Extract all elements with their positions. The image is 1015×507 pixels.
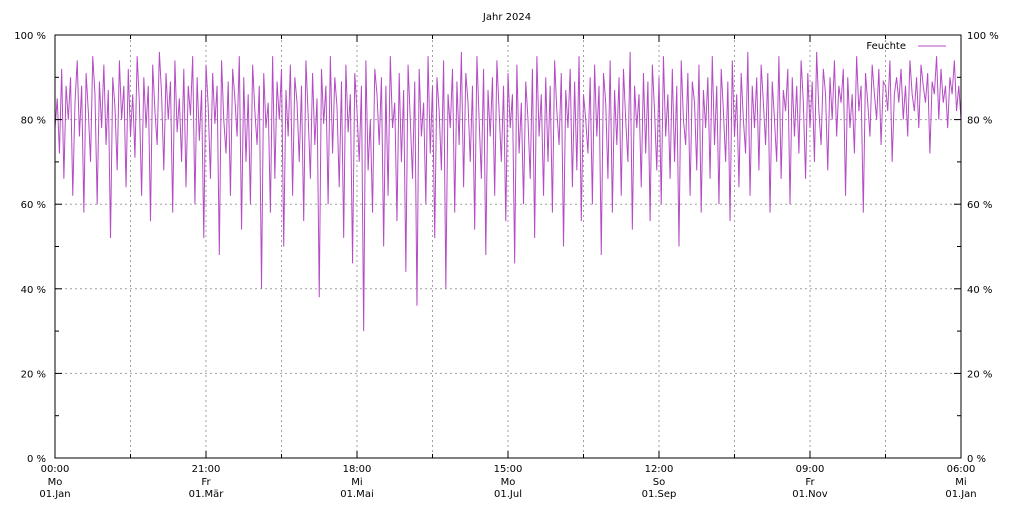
y-tick-label: 0 % (27, 454, 46, 465)
x-tick-label-date: 01.Jan (945, 489, 976, 500)
y-tick-labels-right: 0 % 20 % 40 % 60 % 80 % 100 % (967, 31, 999, 465)
x-tick-labels: 00:00Mo01.Jan21:00Fr01.Mär18:00Mi01.Mai1… (39, 464, 976, 500)
x-tick-label-date: 01.Mär (189, 489, 225, 500)
x-tick-label-time: 09:00 (796, 464, 825, 475)
y-tick-label: 100 % (14, 31, 46, 42)
x-tick-label-weekday: Mi (351, 477, 362, 488)
y-tick-labels-left: 0 % 20 % 40 % 60 % 80 % 100 % (14, 31, 46, 465)
legend-label-feuchte: Feuchte (866, 41, 906, 52)
x-tick-label-weekday: Mi (955, 477, 966, 488)
x-tick-label-time: 12:00 (645, 464, 674, 475)
y-tick-label: 20 % (21, 369, 46, 380)
x-tick-label-weekday: Mo (48, 477, 63, 488)
x-tick-label-date: 01.Sep (642, 489, 677, 500)
x-tick-label-weekday: So (653, 477, 665, 488)
y-tick-label: 80 % (21, 116, 46, 127)
x-tick-label-date: 01.Nov (792, 489, 828, 500)
x-tick-label-time: 06:00 (947, 464, 976, 475)
x-tick-label-date: 01.Mai (340, 489, 373, 500)
tick-marks (54, 34, 962, 459)
x-tick-label-weekday: Fr (805, 477, 815, 488)
series-layer (54, 51, 962, 332)
x-tick-label-time: 21:00 (192, 464, 221, 475)
x-tick-label-weekday: Fr (201, 477, 211, 488)
y-tick-label-right: 40 % (967, 285, 992, 296)
y-tick-label-right: 20 % (967, 369, 992, 380)
y-tick-label: 60 % (21, 200, 46, 211)
x-tick-label-date: 01.Jul (494, 489, 522, 500)
series-line-feuchte (54, 51, 962, 332)
y-tick-label: 40 % (21, 285, 46, 296)
x-tick-label-date: 01.Jan (39, 489, 70, 500)
x-tick-label-time: 00:00 (41, 464, 70, 475)
x-tick-label-time: 18:00 (343, 464, 372, 475)
x-tick-label-weekday: Mo (501, 477, 516, 488)
y-tick-label-right: 80 % (967, 116, 992, 127)
y-tick-label-right: 0 % (967, 454, 986, 465)
y-tick-label-right: 100 % (967, 31, 999, 42)
y-tick-label-right: 60 % (967, 200, 992, 211)
chart-title: Jahr 2024 (482, 12, 531, 23)
legend: Feuchte (866, 41, 946, 52)
x-tick-label-time: 15:00 (494, 464, 523, 475)
